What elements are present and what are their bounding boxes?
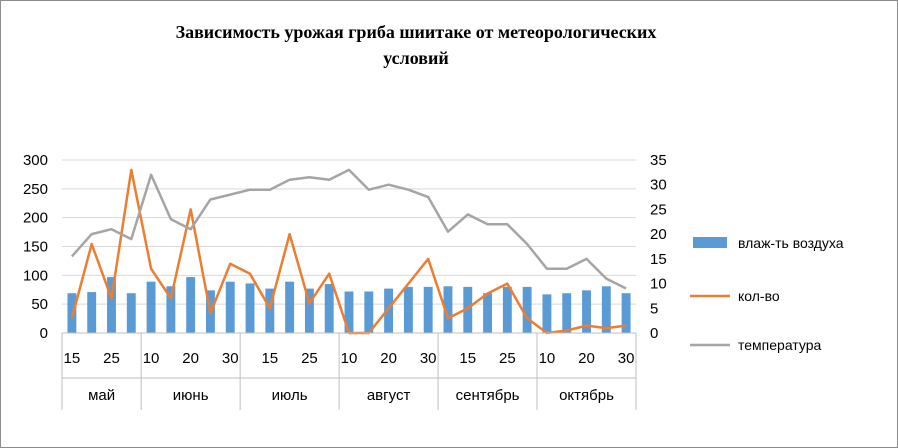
bar-humidity xyxy=(384,288,394,333)
x-axis: 15 25 10 20 30 15 25 10 20 30 15 25 10 20 30 май июнь июл… xyxy=(61,332,637,410)
legend-label: кол-во xyxy=(738,288,780,304)
bar-humidity xyxy=(265,288,275,333)
right-tick-label: 25 xyxy=(650,201,667,218)
x-tick-label: 20 xyxy=(578,350,595,367)
bar-humidity xyxy=(285,281,295,333)
bar-humidity xyxy=(621,293,631,333)
x-tick-label: 25 xyxy=(103,350,120,367)
chart-title-line2: условий xyxy=(383,48,449,68)
legend: влаж-ть воздуха кол-во температура xyxy=(690,235,844,353)
bar-humidity xyxy=(582,290,591,333)
x-tick-label: 25 xyxy=(301,350,318,367)
month-label: сентябрь xyxy=(456,387,520,404)
x-tick-label: 10 xyxy=(143,350,160,367)
legend-label: температура xyxy=(738,337,821,353)
bar-humidity xyxy=(364,291,374,333)
bar-humidity xyxy=(304,288,314,333)
bar-humidity xyxy=(522,286,532,333)
chart-title: Зависимость урожая гриба шиитаке от мете… xyxy=(121,19,711,71)
right-tick-label: 5 xyxy=(650,300,658,317)
bar-humidity xyxy=(324,283,334,333)
left-tick-label: 50 xyxy=(31,296,48,313)
bar-humidity xyxy=(483,293,493,333)
right-tick-label: 10 xyxy=(650,276,667,293)
x-tick-label: 20 xyxy=(182,350,199,367)
x-tick-label: 25 xyxy=(499,350,516,367)
bar-humidity xyxy=(87,292,97,333)
left-tick-label: 100 xyxy=(23,267,48,284)
legend-label: влаж-ть воздуха xyxy=(738,235,844,251)
x-tick-label: 15 xyxy=(261,350,278,367)
left-tick-label: 200 xyxy=(23,210,48,227)
x-tick-label: 30 xyxy=(618,350,635,367)
left-tick-label: 250 xyxy=(23,181,48,198)
x-tick-label: 30 xyxy=(222,350,239,367)
right-tick-label: 15 xyxy=(650,251,667,268)
bar-humidity xyxy=(107,277,116,333)
bar-humidity xyxy=(166,286,176,333)
bar-humidity xyxy=(186,277,196,333)
right-tick-label: 35 xyxy=(650,152,667,169)
month-label: июнь xyxy=(173,387,209,404)
left-tick-label: 150 xyxy=(23,239,48,256)
right-axis-ticks: 0 5 10 15 20 25 30 35 xyxy=(650,152,667,342)
x-tick-label: 20 xyxy=(380,350,397,367)
bar-humidity xyxy=(245,283,255,333)
right-tick-label: 0 xyxy=(650,325,658,342)
bar-humidity xyxy=(562,293,572,333)
left-tick-label: 0 xyxy=(40,325,48,342)
bar-humidity xyxy=(67,293,77,333)
bar-humidity xyxy=(601,286,611,333)
bars-humidity xyxy=(67,277,631,333)
chart-title-line1: Зависимость урожая гриба шиитаке от мете… xyxy=(175,22,657,42)
line-temperature xyxy=(70,168,627,290)
x-tick-label: 30 xyxy=(420,350,437,367)
month-label: июль xyxy=(272,387,308,404)
bar-humidity xyxy=(443,286,453,333)
month-label: октябрь xyxy=(559,387,614,404)
x-tick-label: 10 xyxy=(341,350,358,367)
right-tick-label: 30 xyxy=(650,177,667,194)
bar-humidity xyxy=(344,291,354,333)
month-label: август xyxy=(367,387,411,404)
bar-humidity xyxy=(403,286,413,333)
month-label: май xyxy=(88,387,115,404)
legend-swatch-humidity xyxy=(693,237,727,248)
bar-humidity xyxy=(463,286,473,333)
bar-humidity xyxy=(542,294,552,333)
bar-humidity xyxy=(502,286,512,333)
x-tick-label: 15 xyxy=(64,350,81,367)
bar-humidity xyxy=(225,281,235,333)
x-tick-label: 10 xyxy=(539,350,556,367)
left-tick-label: 300 xyxy=(23,152,48,169)
bar-humidity xyxy=(146,281,156,333)
bar-humidity xyxy=(126,293,136,333)
left-axis-ticks: 0 50 100 150 200 250 300 xyxy=(23,152,48,342)
right-tick-label: 20 xyxy=(650,226,667,243)
x-tick-label: 15 xyxy=(459,350,476,367)
bar-humidity xyxy=(423,286,433,333)
